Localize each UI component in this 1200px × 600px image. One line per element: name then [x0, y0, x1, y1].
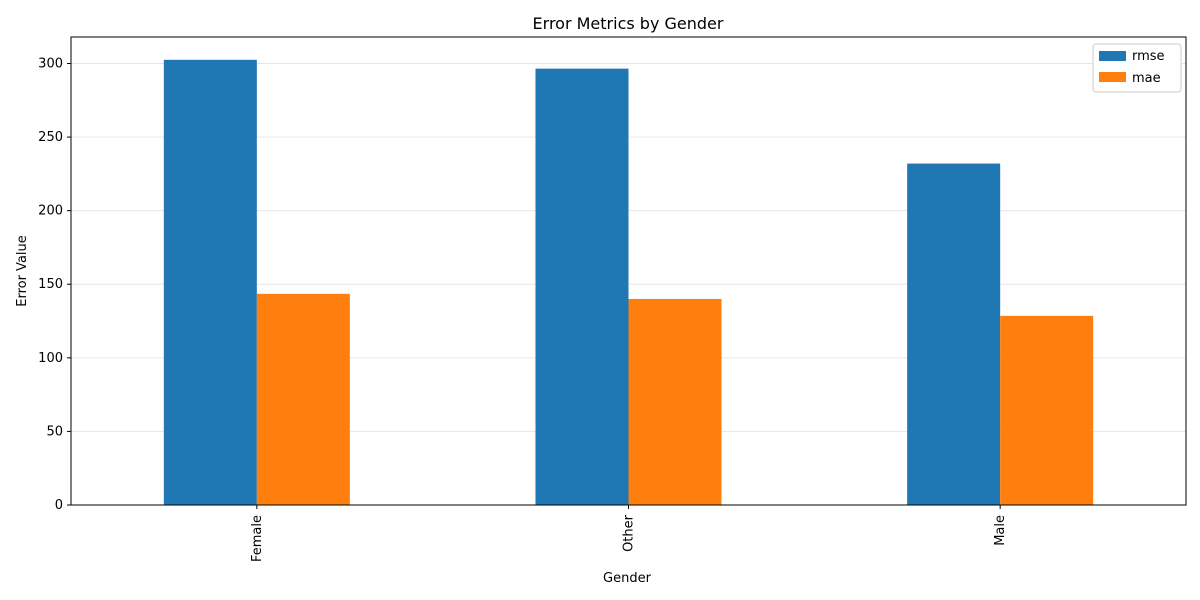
legend-swatch-rmse: [1099, 51, 1126, 61]
legend-label-rmse: rmse: [1132, 49, 1165, 64]
legend: rmse mae: [1092, 43, 1182, 93]
bar-rmse-male: [907, 163, 1001, 505]
x-axis: Female Other Male: [250, 505, 1008, 562]
bar-mae-other: [628, 298, 722, 505]
x-tick-label-other: Other: [622, 514, 637, 552]
bar-rmse-other: [535, 68, 629, 505]
bar-mae-male: [1000, 315, 1094, 505]
bars: [163, 59, 1094, 506]
x-axis-label: Gender: [603, 571, 652, 586]
y-tick-label-100: 100: [38, 351, 63, 366]
y-axis-label: Error Value: [15, 235, 30, 307]
y-tick-label-200: 200: [38, 204, 63, 219]
x-tick-label-male: Male: [993, 515, 1008, 546]
y-tick-label-250: 250: [38, 130, 63, 145]
bar-mae-female: [256, 293, 350, 505]
bar-rmse-female: [163, 59, 257, 506]
y-tick-label-50: 50: [46, 424, 63, 439]
chart-title: Error Metrics by Gender: [533, 14, 724, 33]
x-tick-label-female: Female: [250, 515, 265, 562]
y-tick-label-150: 150: [38, 277, 63, 292]
legend-swatch-mae: [1099, 72, 1126, 82]
y-axis: 0 50 100 150 200 250 300: [38, 56, 71, 513]
legend-label-mae: mae: [1132, 71, 1161, 86]
y-tick-label-300: 300: [38, 56, 63, 71]
y-tick-label-0: 0: [55, 498, 63, 513]
